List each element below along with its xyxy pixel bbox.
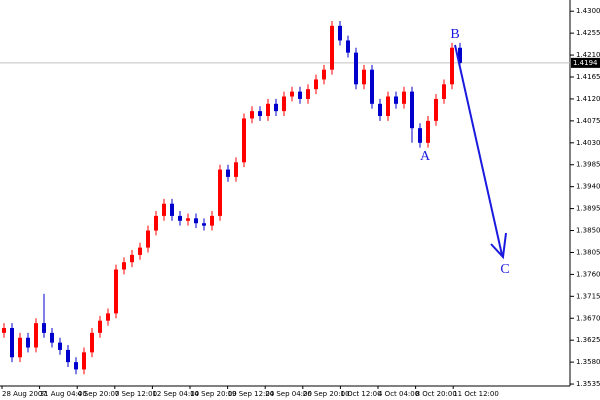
- candle-body: [146, 230, 150, 248]
- candle-body: [58, 342, 62, 350]
- x-tick-label: 4 Sep 20:00: [77, 390, 119, 398]
- candle-body: [194, 218, 198, 224]
- x-tick-label: 1 Oct 12:00: [340, 390, 381, 398]
- x-tick-label: 4 Oct 04:00: [378, 390, 419, 398]
- candle-body: [378, 103, 382, 116]
- arrow-line: [454, 44, 503, 256]
- candle-body: [74, 362, 78, 370]
- candle-body: [122, 262, 126, 270]
- candle-body: [138, 247, 142, 255]
- y-tick-label: 1.3580: [576, 358, 600, 366]
- candle-body: [314, 79, 318, 90]
- last-price-box: [571, 57, 600, 68]
- y-tick-label: 1.3805: [576, 248, 600, 256]
- candle-body: [98, 320, 102, 333]
- candle-body: [402, 91, 406, 104]
- annotation: A: [420, 149, 431, 164]
- y-tick-label: 1.3535: [576, 380, 600, 388]
- candle-body: [394, 96, 398, 104]
- candle-body: [266, 103, 270, 116]
- candle-body: [42, 323, 46, 333]
- candle-body: [434, 98, 438, 121]
- candle-body: [250, 111, 254, 119]
- arrow-head: [490, 232, 507, 260]
- candle-body: [458, 47, 462, 63]
- candle-body: [258, 111, 262, 116]
- x-tick-label: 7 Sep 12:00: [115, 390, 157, 398]
- candle-body: [274, 103, 278, 112]
- candle-body: [426, 120, 430, 143]
- candle-body: [282, 96, 286, 112]
- candle-body: [106, 313, 110, 321]
- candle-body: [218, 169, 222, 216]
- candle-body: [154, 215, 158, 231]
- y-tick-label: 1.3985: [576, 161, 600, 169]
- candle-body: [306, 89, 310, 99]
- candle-body: [114, 269, 118, 314]
- x-tick-label: 26 Sep 20:00: [303, 390, 350, 398]
- y-tick-label: 1.3940: [576, 183, 600, 191]
- candle-body: [26, 337, 30, 348]
- x-tick-label: 31 Aug 04:00: [40, 390, 87, 398]
- y-tick-label: 1.3715: [576, 292, 600, 300]
- y-tick-label: 1.4075: [576, 117, 600, 125]
- y-tick-label: 1.4255: [576, 29, 600, 37]
- candle-body: [242, 118, 246, 163]
- candle-body: [10, 328, 14, 358]
- candle-body: [90, 332, 94, 353]
- candle-body: [82, 352, 86, 370]
- y-tick-label: 1.3670: [576, 314, 600, 322]
- x-tick-label: 8 Oct 20:00: [416, 390, 457, 398]
- candle-body: [50, 332, 54, 343]
- candle-body: [330, 25, 334, 70]
- candle-body: [162, 203, 166, 216]
- candle-body: [338, 25, 342, 41]
- candle-body: [418, 128, 422, 143]
- candle-body: [34, 323, 38, 348]
- candle-body: [346, 40, 350, 53]
- x-tick-label: 14 Sep 20:00: [190, 390, 237, 398]
- candle-body: [442, 84, 446, 99]
- candle-body: [170, 203, 174, 216]
- candle-body: [386, 96, 390, 116]
- candle-body: [370, 69, 374, 104]
- candle-body: [354, 52, 358, 85]
- x-tick-label: 19 Sep 12:00: [228, 390, 275, 398]
- wave-arrow: [454, 44, 507, 260]
- x-tick-label: 24 Sep 04:00: [265, 390, 312, 398]
- candle-body: [410, 91, 414, 129]
- candle-body: [66, 349, 70, 363]
- y-tick-label: 1.3895: [576, 205, 600, 213]
- candle-body: [362, 69, 366, 85]
- y-tick-label: 1.3850: [576, 227, 600, 235]
- candle-body: [234, 162, 238, 177]
- candle-body: [186, 218, 190, 221]
- candle-body: [178, 215, 182, 221]
- annotation: C: [500, 262, 509, 277]
- y-tick-label: 1.4120: [576, 95, 600, 103]
- candle-body: [210, 215, 214, 226]
- candle-body: [2, 328, 6, 333]
- candle-body: [202, 223, 206, 226]
- annotation: B: [450, 27, 459, 42]
- candle-body: [130, 254, 134, 263]
- candle-body: [226, 169, 230, 177]
- y-tick-label: 1.4030: [576, 139, 600, 147]
- last-price-label: 1.4194: [573, 59, 598, 67]
- x-tick-label: 11 Oct 12:00: [453, 390, 499, 398]
- y-tick-label: 1.4300: [576, 7, 600, 15]
- candle-body: [450, 47, 454, 85]
- candle-body: [322, 69, 326, 80]
- y-tick-label: 1.3760: [576, 270, 600, 278]
- y-tick-label: 1.4165: [576, 73, 600, 81]
- candle-body: [298, 91, 302, 99]
- y-tick-label: 1.4210: [576, 51, 600, 59]
- candle-body: [18, 337, 22, 358]
- x-tick-label: 12 Sep 04:00: [152, 390, 199, 398]
- y-tick-label: 1.3625: [576, 336, 600, 344]
- candle-body: [290, 91, 294, 97]
- x-tick-label: 28 Aug 2007: [2, 390, 47, 398]
